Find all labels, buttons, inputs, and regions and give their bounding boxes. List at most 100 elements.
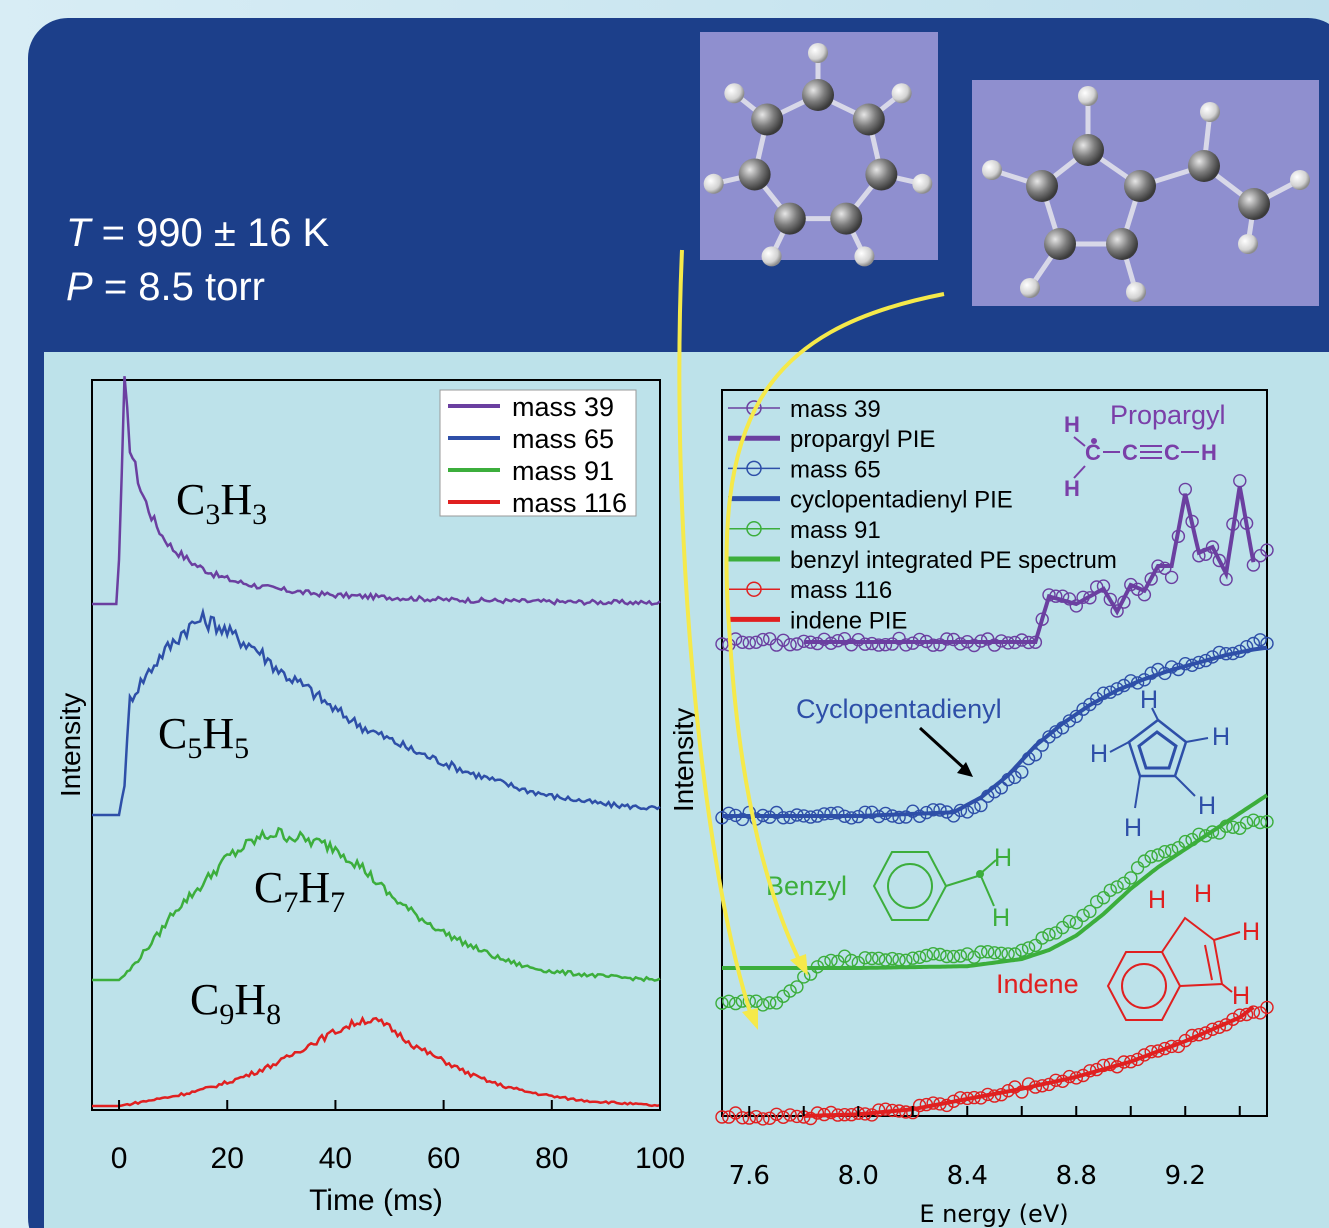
spectrum-point-mass-39 bbox=[1144, 572, 1158, 586]
propargyl-h-end: H bbox=[1201, 440, 1217, 465]
spectrum-point-mass-39 bbox=[967, 638, 981, 653]
spectrum-point-mass-39 bbox=[1103, 592, 1118, 607]
spectrum-point-mass-39 bbox=[817, 632, 831, 646]
benzyl-h2: H bbox=[992, 904, 1010, 932]
spectrum-xtick-label: 7.6 bbox=[729, 1161, 770, 1191]
spectrum-line-cyclopentadienyl-PIE bbox=[722, 645, 1268, 818]
spectrum-point-mass-91 bbox=[1205, 825, 1220, 839]
time-xtick-label: 80 bbox=[535, 1142, 568, 1175]
spectrum-point-mass-116 bbox=[728, 1106, 743, 1120]
time-legend-label: mass 91 bbox=[512, 456, 614, 486]
carbon-atom bbox=[738, 158, 771, 191]
spectrum-point-mass-39 bbox=[756, 632, 770, 647]
spectrum-point-mass-116 bbox=[722, 1110, 736, 1124]
carbon-atom bbox=[1072, 134, 1104, 166]
spectrum-point-mass-116 bbox=[1021, 1077, 1036, 1091]
hydrogen-atom bbox=[912, 173, 933, 194]
spectrum-point-mass-91 bbox=[1015, 943, 1029, 957]
propargyl-c1: C bbox=[1085, 440, 1101, 465]
spectrum-point-mass-91 bbox=[933, 947, 947, 962]
spectrum-legend-marker bbox=[746, 521, 762, 537]
propargyl-label: Propargyl bbox=[1110, 400, 1226, 430]
spectrum-point-mass-91 bbox=[715, 996, 729, 1010]
tropyl-arrowhead bbox=[742, 1008, 758, 1030]
tropyl-arrow bbox=[677, 249, 754, 1019]
carbon-atom bbox=[1106, 228, 1138, 260]
time-series-mass-39 bbox=[92, 376, 661, 606]
spectrum-point-mass-116 bbox=[1205, 1022, 1220, 1037]
hydrogen-atom bbox=[854, 246, 875, 267]
spectrum-point-mass-91 bbox=[1124, 871, 1138, 885]
spectrum-point-mass-91 bbox=[960, 947, 974, 961]
spectrum-point-mass-91 bbox=[967, 950, 981, 964]
spectrum-point-mass-65 bbox=[926, 803, 940, 817]
spectrum-point-mass-116 bbox=[810, 1106, 825, 1120]
cyclopentadienyl-arrowhead bbox=[957, 762, 973, 777]
hydrogen-atom bbox=[724, 83, 745, 104]
spectrum-point-mass-39 bbox=[715, 637, 729, 651]
indene-h4: H bbox=[1232, 982, 1250, 1010]
propargyl-structure: Propargyl H C H C C H bbox=[1064, 400, 1226, 501]
spectrum-legend-marker bbox=[746, 581, 762, 597]
spectrum-point-mass-116 bbox=[824, 1105, 838, 1120]
propargyl-c3: C bbox=[1164, 440, 1180, 465]
spectrum-point-mass-91 bbox=[1035, 931, 1049, 945]
spectrum-point-mass-91 bbox=[756, 998, 770, 1012]
tropyl-molecule bbox=[703, 43, 933, 267]
spectrum-point-mass-65 bbox=[1253, 633, 1267, 647]
spectrum-point-mass-91 bbox=[987, 946, 1002, 960]
spectrum-point-mass-116 bbox=[715, 1110, 729, 1124]
spectrum-point-mass-116 bbox=[1260, 1000, 1274, 1015]
indene-bond-h4 bbox=[1221, 983, 1233, 993]
indene-label: Indene bbox=[996, 969, 1079, 999]
indene-bond-h3 bbox=[1213, 931, 1241, 941]
spectrum-point-mass-91 bbox=[1110, 880, 1124, 894]
spectrum-point-mass-39 bbox=[749, 635, 763, 649]
propargyl-h-bottom: H bbox=[1064, 476, 1080, 501]
spectrum-plot-area bbox=[721, 389, 1268, 1117]
spectrum-point-mass-39 bbox=[769, 638, 784, 652]
hydrogen-atom bbox=[1200, 102, 1220, 122]
time-xtick-label: 100 bbox=[635, 1142, 685, 1175]
cp-h4: H bbox=[1124, 814, 1142, 842]
spectrum-point-mass-91 bbox=[865, 951, 879, 966]
spectrum-point-mass-39 bbox=[940, 632, 954, 646]
spectrum-point-mass-91 bbox=[885, 951, 899, 966]
hydrogen-atom bbox=[1290, 170, 1310, 190]
spectrum-point-mass-91 bbox=[783, 984, 797, 998]
spectrum-point-mass-65 bbox=[817, 807, 831, 821]
spectrum-point-mass-39 bbox=[1260, 543, 1274, 557]
carbon-atom bbox=[852, 103, 885, 136]
spectrum-point-mass-65 bbox=[892, 810, 906, 825]
spectrum-point-mass-39 bbox=[790, 637, 804, 651]
spectrum-legend-label: indene PIE bbox=[790, 607, 907, 634]
time-xtick-label: 40 bbox=[319, 1142, 352, 1175]
spectrum-line-benzyl-integrated-PE-spectrum bbox=[722, 793, 1269, 970]
spectrum-point-mass-91 bbox=[1076, 908, 1090, 923]
spectrum-point-mass-91 bbox=[1096, 891, 1111, 905]
hydrogen-atom bbox=[808, 43, 828, 63]
spectrum-legend-label: mass 65 bbox=[790, 456, 881, 483]
spectrum-point-mass-116 bbox=[776, 1110, 790, 1125]
cp-bond-h1 bbox=[1151, 707, 1159, 721]
spectrum-point-mass-91 bbox=[906, 951, 920, 965]
spectrum-point-mass-91 bbox=[1021, 941, 1036, 955]
indene-h2: H bbox=[1194, 880, 1212, 908]
spectrum-point-mass-91 bbox=[1198, 829, 1213, 843]
spectrum-point-mass-116 bbox=[769, 1107, 784, 1122]
spectrum-point-mass-91 bbox=[953, 949, 968, 963]
pressure-label: P = 8.5 torr bbox=[66, 264, 265, 310]
spectrum-point-mass-39 bbox=[1205, 540, 1220, 554]
spectrum-point-mass-65 bbox=[735, 812, 750, 827]
spectrum-point-mass-91 bbox=[790, 980, 804, 994]
cp-bond-h3 bbox=[1174, 775, 1196, 797]
vinyl-arrowhead bbox=[790, 954, 808, 976]
carbon-atom bbox=[830, 202, 863, 235]
spectrum-point-mass-91 bbox=[1042, 927, 1056, 942]
spectrum-point-mass-39 bbox=[1124, 577, 1138, 592]
benzyl-ring bbox=[872, 851, 948, 921]
spectrum-line-propargyl-PIE bbox=[803, 485, 1256, 644]
spectrum-point-mass-91 bbox=[1246, 813, 1261, 827]
carbon-atom bbox=[1238, 188, 1270, 220]
